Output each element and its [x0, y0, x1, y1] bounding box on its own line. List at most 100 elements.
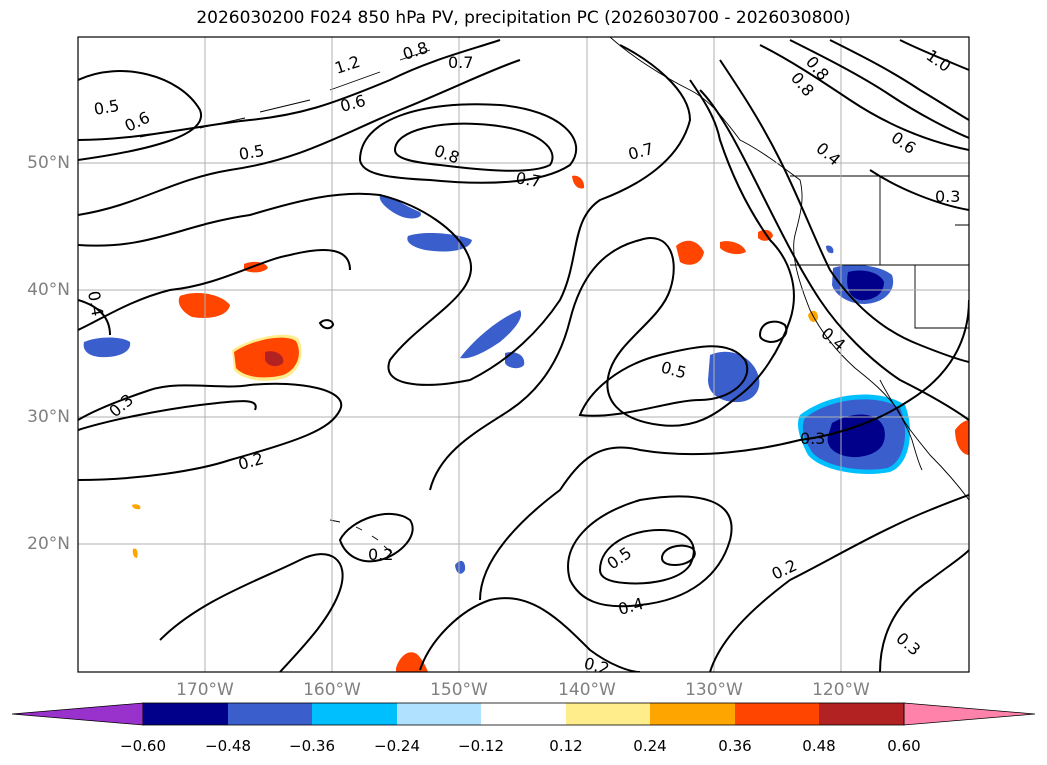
contour-label: 0.3 [892, 629, 924, 660]
precip-fill-layer [83, 175, 969, 672]
colorbar-segment [650, 703, 735, 725]
pv-contour [78, 44, 692, 386]
pv-contour [78, 249, 351, 331]
colorbar-tick: −0.12 [458, 737, 504, 755]
precip-blob-positive [178, 293, 230, 318]
pv-contour [709, 494, 969, 672]
lon-label-140w: 140°W [558, 680, 616, 700]
colorbar-segment [397, 703, 481, 725]
colorbar-segment [312, 703, 397, 725]
colorbar-tick: −0.60 [120, 737, 166, 755]
contour-label: 1.2 [332, 52, 362, 78]
precip-blob-strong-negative [847, 270, 884, 301]
pv-contour [829, 39, 969, 121]
contour-label: 0.7 [514, 168, 542, 191]
contour-label: 0.2 [368, 545, 393, 564]
hawaii-islands [329, 519, 393, 554]
pv-contour [699, 89, 969, 421]
lon-label-170w: 170°W [176, 680, 234, 700]
precip-blob-positive [955, 420, 969, 455]
contour-label: 0.5 [603, 543, 635, 573]
contour-label: 0.5 [92, 96, 120, 119]
colorbar-extend-high [903, 702, 1036, 726]
pv-contour [429, 79, 795, 491]
contour-label: 0.4 [84, 289, 107, 317]
contour-label: 0.4 [817, 324, 849, 355]
colorbar [11, 702, 1036, 726]
lon-label-120w: 120°W [812, 680, 870, 700]
colorbar-tick: −0.36 [289, 737, 335, 755]
pv-contour [419, 597, 641, 672]
pv-contour [567, 495, 733, 608]
pv-contour [789, 39, 969, 139]
lon-label-150w: 150°W [430, 680, 488, 700]
colorbar-segment [143, 703, 228, 725]
contour-label: 0.7 [626, 139, 656, 164]
precip-blob-positive [244, 261, 268, 273]
contour-label: 0.2 [236, 449, 266, 474]
pv-contour [78, 39, 501, 141]
pv-contour [159, 553, 344, 672]
gridline-layer [78, 37, 969, 672]
precip-blob-positive [758, 229, 773, 241]
map-title: 2026030200 F024 850 hPa PV, precipitatio… [196, 8, 851, 28]
contour-label: 0.5 [659, 358, 689, 383]
colorbar-segment [566, 703, 650, 725]
colorbar-segment [228, 703, 312, 725]
pv-contour [598, 528, 695, 585]
contour-label: 0.8 [400, 38, 430, 64]
precip-blob-positive [720, 241, 746, 255]
precip-blob-negative [505, 352, 525, 369]
pv-contour [78, 400, 257, 431]
precip-blob-strong-negative [827, 414, 885, 458]
precip-blob-negative [407, 233, 472, 252]
colorbar-tick: −0.24 [374, 737, 420, 755]
pv-contour [879, 549, 969, 672]
precip-blob-negative [455, 560, 466, 574]
pv-contour [338, 512, 414, 563]
colorbar-tick: 0.48 [802, 737, 836, 755]
contour-label: 0.7 [448, 53, 473, 72]
precip-blob-strong-positive [265, 351, 284, 367]
pv-contour [869, 169, 969, 211]
pv-contour [78, 59, 521, 216]
precip-blob-positive [676, 240, 704, 265]
lat-label-30n: 30°N [27, 407, 70, 427]
pv-contour [393, 122, 554, 172]
colorbar-segment [735, 703, 819, 725]
precip-blob-positive [572, 175, 585, 189]
contour-label: 0.4 [812, 139, 844, 170]
lat-label-20n: 20°N [27, 534, 70, 554]
contour-label: 1.0 [923, 46, 955, 76]
lon-label-160w: 160°W [303, 680, 361, 700]
colorbar-segment [481, 703, 566, 725]
pv-contour [578, 345, 749, 417]
precip-blob-positive [132, 504, 141, 510]
contour-label: 0.3 [935, 187, 960, 206]
pv-contour [318, 319, 335, 330]
pv-contour [758, 320, 788, 344]
contour-label: 0.6 [888, 128, 920, 158]
pv-contour-layer [78, 39, 969, 672]
contour-label: 0.2 [582, 654, 612, 679]
lon-label-130w: 130°W [685, 680, 743, 700]
contour-label: 0.6 [338, 91, 368, 116]
colorbar-tick: 0.60 [887, 737, 921, 755]
contour-label: 0.2 [769, 556, 800, 584]
contour-label: 0.5 [237, 141, 265, 164]
precip-blob-positive [132, 548, 138, 558]
colorbar-tick: 0.12 [549, 737, 583, 755]
precip-blob-negative [826, 245, 834, 254]
colorbar-tick: −0.48 [205, 737, 251, 755]
lat-label-40n: 40°N [27, 280, 70, 300]
colorbar-tick: 0.36 [718, 737, 752, 755]
pv-contour [660, 544, 696, 567]
pv-contour [78, 382, 343, 481]
contour-label: 0.6 [122, 108, 153, 136]
pv-contour [78, 299, 111, 336]
map-frame [77, 36, 970, 673]
pv-contour [358, 103, 577, 184]
contour-label: 0.3 [800, 429, 825, 448]
precip-blob-negative [460, 310, 522, 359]
